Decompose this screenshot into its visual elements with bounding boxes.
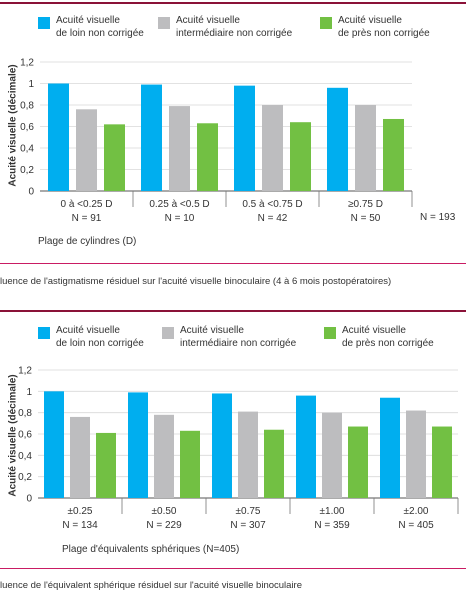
bar-pres bbox=[264, 429, 284, 498]
bar-pres bbox=[96, 432, 116, 498]
bar-intermediaire bbox=[262, 105, 283, 191]
bar-loin bbox=[128, 392, 148, 498]
x-count-label: N = 307 bbox=[230, 520, 266, 531]
legend-label-line1: Acuité visuelle bbox=[180, 325, 244, 336]
bar-intermediaire bbox=[169, 106, 190, 191]
bar-loin bbox=[212, 393, 232, 498]
x-category-label: ±2.00 bbox=[404, 506, 429, 517]
bar-pres bbox=[348, 426, 368, 498]
bar-pres bbox=[290, 122, 311, 191]
bar-loin bbox=[380, 397, 400, 498]
bar-intermediaire bbox=[76, 109, 97, 191]
legend-label-line2: de loin non corrigée bbox=[56, 338, 144, 349]
bar-pres bbox=[197, 123, 218, 191]
bar-loin bbox=[296, 395, 316, 498]
y-tick-label: 0,6 bbox=[20, 122, 34, 133]
x-count-label: N = 359 bbox=[314, 520, 350, 531]
top-rule bbox=[0, 2, 466, 4]
y-tick-label: 1,2 bbox=[20, 58, 34, 69]
figure-caption: luence de l'équivalent sphérique résidue… bbox=[0, 580, 303, 591]
legend-label-line2: de près non corrigée bbox=[338, 28, 430, 39]
chart-panel-cylinder: Acuité visuelle de loin non corrigée Acu… bbox=[0, 0, 466, 262]
x-axis-title: Plage de cylindres (D) bbox=[38, 236, 137, 247]
bar-loin bbox=[141, 84, 162, 191]
legend-label-line2: intermédiaire non corrigée bbox=[176, 28, 293, 39]
bar-loin bbox=[44, 391, 64, 498]
x-axis-title: Plage d'équivalents sphériques (N=405) bbox=[62, 544, 240, 555]
bar-pres bbox=[432, 426, 452, 498]
x-count-label: N = 42 bbox=[258, 213, 288, 224]
caption-rule bbox=[0, 568, 466, 569]
y-tick-label: 0 bbox=[28, 187, 34, 198]
bar-intermediaire bbox=[355, 105, 376, 191]
legend-label-line1: Acuité visuelle bbox=[56, 15, 120, 26]
legend-swatch-loin bbox=[38, 327, 50, 339]
y-tick-label: 0,4 bbox=[20, 144, 34, 155]
legend-label-line1: Acuité visuelle bbox=[338, 15, 402, 26]
y-tick-label: 0,6 bbox=[18, 430, 32, 441]
bar-loin bbox=[234, 85, 255, 191]
x-count-label: N = 50 bbox=[351, 213, 381, 224]
chart-panel-spherical: Acuité visuelle de loin non corrigée Acu… bbox=[0, 310, 466, 570]
x-count-label: N = 134 bbox=[62, 520, 98, 531]
y-tick-label: 1 bbox=[28, 79, 34, 90]
bar-chart-spherical: 0 0,2 0,4 0,6 0,8 1 1,2 ±0.25 N = 134 ±0.50 N = 22… bbox=[18, 366, 459, 531]
y-tick-label: 0,2 bbox=[20, 165, 34, 176]
y-tick-label: 1 bbox=[26, 387, 32, 398]
x-category-label: ≥0.75 D bbox=[348, 199, 383, 210]
legend-label-line2: de près non corrigée bbox=[342, 338, 434, 349]
x-category-label: ±0.50 bbox=[152, 506, 177, 517]
bar-intermediaire bbox=[70, 416, 90, 498]
legend-swatch-pres bbox=[324, 327, 336, 339]
bar-intermediaire bbox=[154, 414, 174, 498]
y-tick-label: 1,2 bbox=[18, 366, 32, 377]
legend-label-line1: Acuité visuelle bbox=[342, 325, 406, 336]
n-total: N = 193 bbox=[420, 212, 456, 223]
x-count-label: N = 229 bbox=[146, 520, 182, 531]
x-category-label: ±0.75 bbox=[236, 506, 261, 517]
figure-caption: luence de l'astigmatisme résiduel sur l'… bbox=[0, 276, 392, 287]
bar-pres bbox=[104, 124, 125, 191]
x-count-label: N = 10 bbox=[165, 213, 195, 224]
x-count-label: N = 405 bbox=[398, 520, 434, 531]
x-category-label: 0.5 à <0.75 D bbox=[242, 199, 302, 210]
caption-rule bbox=[0, 263, 466, 264]
legend-swatch-pres bbox=[320, 17, 332, 29]
bar-loin bbox=[48, 83, 69, 191]
legend-swatch-intermediaire bbox=[158, 17, 170, 29]
legend-swatch-intermediaire bbox=[162, 327, 174, 339]
legend-label-line2: de loin non corrigée bbox=[56, 28, 144, 39]
x-count-label: N = 91 bbox=[72, 213, 102, 224]
bar-intermediaire bbox=[238, 411, 258, 498]
x-category-label: 0.25 à <0.5 D bbox=[149, 199, 209, 210]
legend-swatch-loin bbox=[38, 17, 50, 29]
top-rule bbox=[0, 310, 466, 312]
y-tick-label: 0 bbox=[26, 494, 32, 505]
y-tick-label: 0,8 bbox=[18, 408, 32, 419]
legend-label-line1: Acuité visuelle bbox=[176, 15, 240, 26]
x-category-label: ±0.25 bbox=[68, 506, 93, 517]
bar-chart-cylinder: 0 0,2 0,4 0,6 0,8 1 1,2 0 à <0.25 D N = 91 0.25 à… bbox=[20, 58, 413, 224]
legend-label-line1: Acuité visuelle bbox=[56, 325, 120, 336]
bar-loin bbox=[327, 87, 348, 191]
y-tick-label: 0,4 bbox=[18, 451, 32, 462]
y-tick-label: 0,8 bbox=[20, 101, 34, 112]
x-category-label: ±1.00 bbox=[320, 506, 345, 517]
bar-intermediaire bbox=[322, 412, 342, 498]
bar-pres bbox=[180, 430, 200, 498]
x-category-label: 0 à <0.25 D bbox=[61, 199, 113, 210]
bar-intermediaire bbox=[406, 410, 426, 498]
legend-label-line2: intermédiaire non corrigée bbox=[180, 338, 297, 349]
bar-pres bbox=[383, 118, 404, 191]
y-tick-label: 0,2 bbox=[18, 472, 32, 483]
